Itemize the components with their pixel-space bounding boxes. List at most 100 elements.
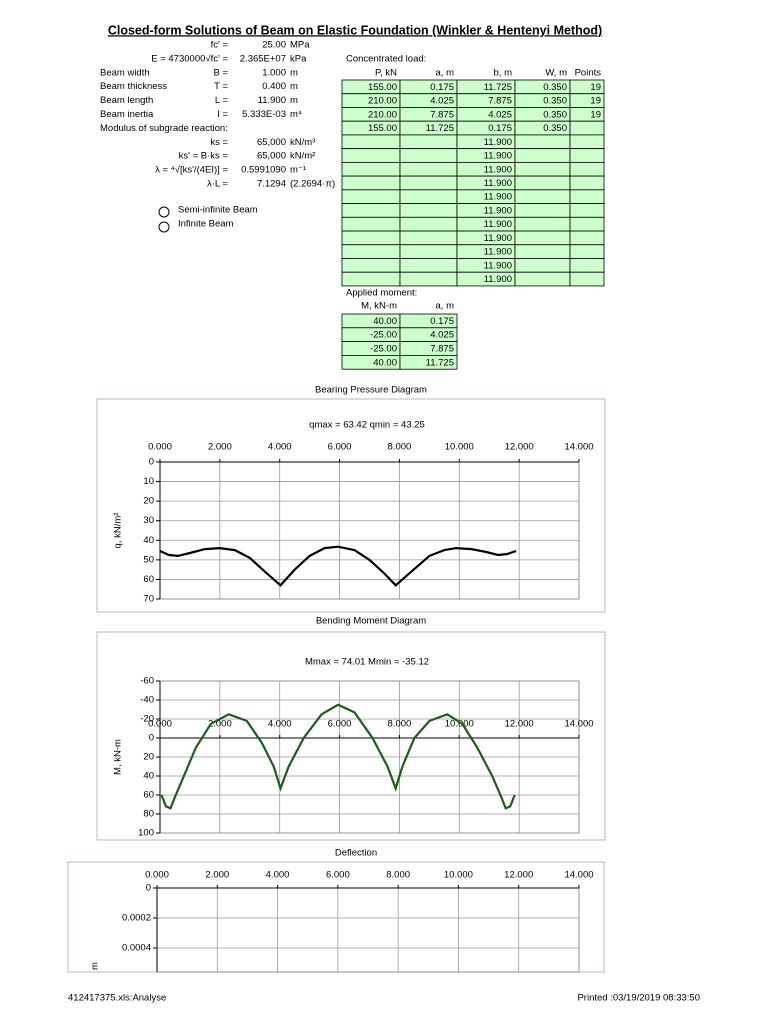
table-cell xyxy=(569,258,605,273)
chart-title: Bending Moment Diagram xyxy=(316,616,426,627)
param-value: 65,000 xyxy=(257,137,286,148)
table-cell xyxy=(569,271,605,287)
table-cell xyxy=(399,189,458,204)
cell-text: 19 xyxy=(590,109,601,120)
param-unit: m⁻¹ xyxy=(290,165,306,176)
y-tick-label: 10 xyxy=(143,476,154,487)
data-line xyxy=(160,703,516,810)
table-header: M, kN-m xyxy=(361,301,397,312)
x-tick-label: 6.000 xyxy=(328,719,352,730)
param-symbol: T = xyxy=(214,81,228,92)
table-cell xyxy=(399,175,458,191)
y-tick-label: 0 xyxy=(149,457,154,468)
table-cell xyxy=(514,244,571,259)
cell-text: 0.175 xyxy=(430,316,454,327)
table-header: b, m xyxy=(494,68,513,79)
footer-left: 412417375.xls:Analyse xyxy=(68,993,166,1004)
param-unit: (2.2694·π) xyxy=(290,179,335,190)
cell-text: 11.900 xyxy=(484,151,512,162)
option-label[interactable]: Semi-infinite Beam xyxy=(178,205,258,216)
param-value: 2.365E+07 xyxy=(240,53,286,64)
cell-text: 11.900 xyxy=(484,192,512,203)
chart: Deflection 0.000 2.000 4.000 6.000 8.000 10.00… xyxy=(67,848,605,973)
y-tick-label: 70 xyxy=(143,594,154,605)
param-symbol: λ = ⁴√[ks'/(4EI)] = xyxy=(155,165,228,176)
param-value: 11.900 xyxy=(258,95,286,106)
param-unit: kN/m² xyxy=(290,151,315,162)
table-header: W, m xyxy=(545,68,567,79)
y-tick-label: -20 xyxy=(140,714,154,725)
cell-text: -25.00 xyxy=(370,344,397,355)
param-value: 0.400 xyxy=(262,81,286,92)
cell-text: 11.900 xyxy=(484,247,512,258)
param-unit: kN/m³ xyxy=(290,137,315,148)
x-tick-label: 2.000 xyxy=(208,719,232,730)
page-title: Closed-form Solutions of Beam on Elastic… xyxy=(108,23,602,37)
y-tick-label: 80 xyxy=(143,809,154,820)
y-tick-label: -60 xyxy=(140,676,154,687)
x-tick-label: 10.000 xyxy=(445,719,474,730)
x-tick-label: 14.000 xyxy=(564,442,593,453)
param-value: 25.00 xyxy=(262,40,286,51)
cell-text: 11.900 xyxy=(484,164,512,175)
table-cell xyxy=(341,244,401,259)
param-unit: m⁴ xyxy=(290,109,302,120)
cell-text: 11.725 xyxy=(484,82,512,93)
x-tick-label: 2.000 xyxy=(205,870,229,881)
radio[interactable] xyxy=(158,221,170,233)
table-cell xyxy=(514,258,571,273)
param-symbol: I = xyxy=(217,109,228,120)
cell-text: 0.175 xyxy=(488,123,512,134)
x-tick-label: 0.000 xyxy=(145,870,169,881)
y-tick-label: 60 xyxy=(143,574,154,585)
y-tick-label: 30 xyxy=(143,515,154,526)
cell-text: 19 xyxy=(590,96,601,107)
cell-text: 0.350 xyxy=(543,82,567,93)
param-value: 0.5991090 xyxy=(241,165,286,176)
x-tick-label: 2.000 xyxy=(208,442,232,453)
x-tick-label: 10.000 xyxy=(445,442,474,453)
x-tick-label: 6.000 xyxy=(326,870,350,881)
table-cell xyxy=(341,189,401,204)
param-label: Beam inertia xyxy=(100,109,154,120)
y-axis-label: q, kN/m² xyxy=(113,513,124,549)
cell-text: 0.350 xyxy=(543,96,567,107)
table-cell xyxy=(514,161,571,177)
footer-right: Printed :03/19/2019 08:33:50 xyxy=(577,993,700,1004)
param-unit: m xyxy=(290,81,298,92)
plot-area xyxy=(156,887,580,973)
cell-text: 0.350 xyxy=(543,109,567,120)
radio[interactable] xyxy=(158,206,170,218)
x-tick-label: 4.000 xyxy=(268,719,292,730)
x-tick-label: 10.000 xyxy=(444,870,473,881)
table-cell xyxy=(514,175,571,191)
table-cell xyxy=(569,189,605,204)
chart-title: Bearing Pressure Diagram xyxy=(315,385,427,396)
param-value: 1.000 xyxy=(262,67,286,78)
cell-text: 11.900 xyxy=(484,205,512,216)
table-cell xyxy=(569,175,605,191)
cell-text: 11.900 xyxy=(484,178,512,189)
param-symbol: E = 4730000√fc' = xyxy=(151,53,228,64)
cell-text: 4.025 xyxy=(430,96,454,107)
table-title: Applied moment: xyxy=(346,288,417,299)
x-tick-label: 0.000 xyxy=(148,442,172,453)
param-value: 65,000 xyxy=(257,151,286,162)
y-tick-label: 0.0002 xyxy=(122,913,151,924)
table-cell xyxy=(341,258,401,273)
cell-text: 7.875 xyxy=(430,344,454,355)
param-label: Beam width xyxy=(100,67,150,78)
table-cell xyxy=(341,216,401,232)
y-tick-label: 40 xyxy=(143,771,154,782)
table-header: Points xyxy=(575,68,602,79)
table-cell xyxy=(399,258,458,273)
param-value: 5.333E-03 xyxy=(242,109,286,120)
y-tick-label: 40 xyxy=(143,535,154,546)
table-cell xyxy=(514,189,571,204)
cell-text: 4.025 xyxy=(430,330,454,341)
table-cell xyxy=(341,175,401,191)
option-label[interactable]: Infinite Beam xyxy=(178,219,234,230)
table-cell xyxy=(399,230,458,246)
